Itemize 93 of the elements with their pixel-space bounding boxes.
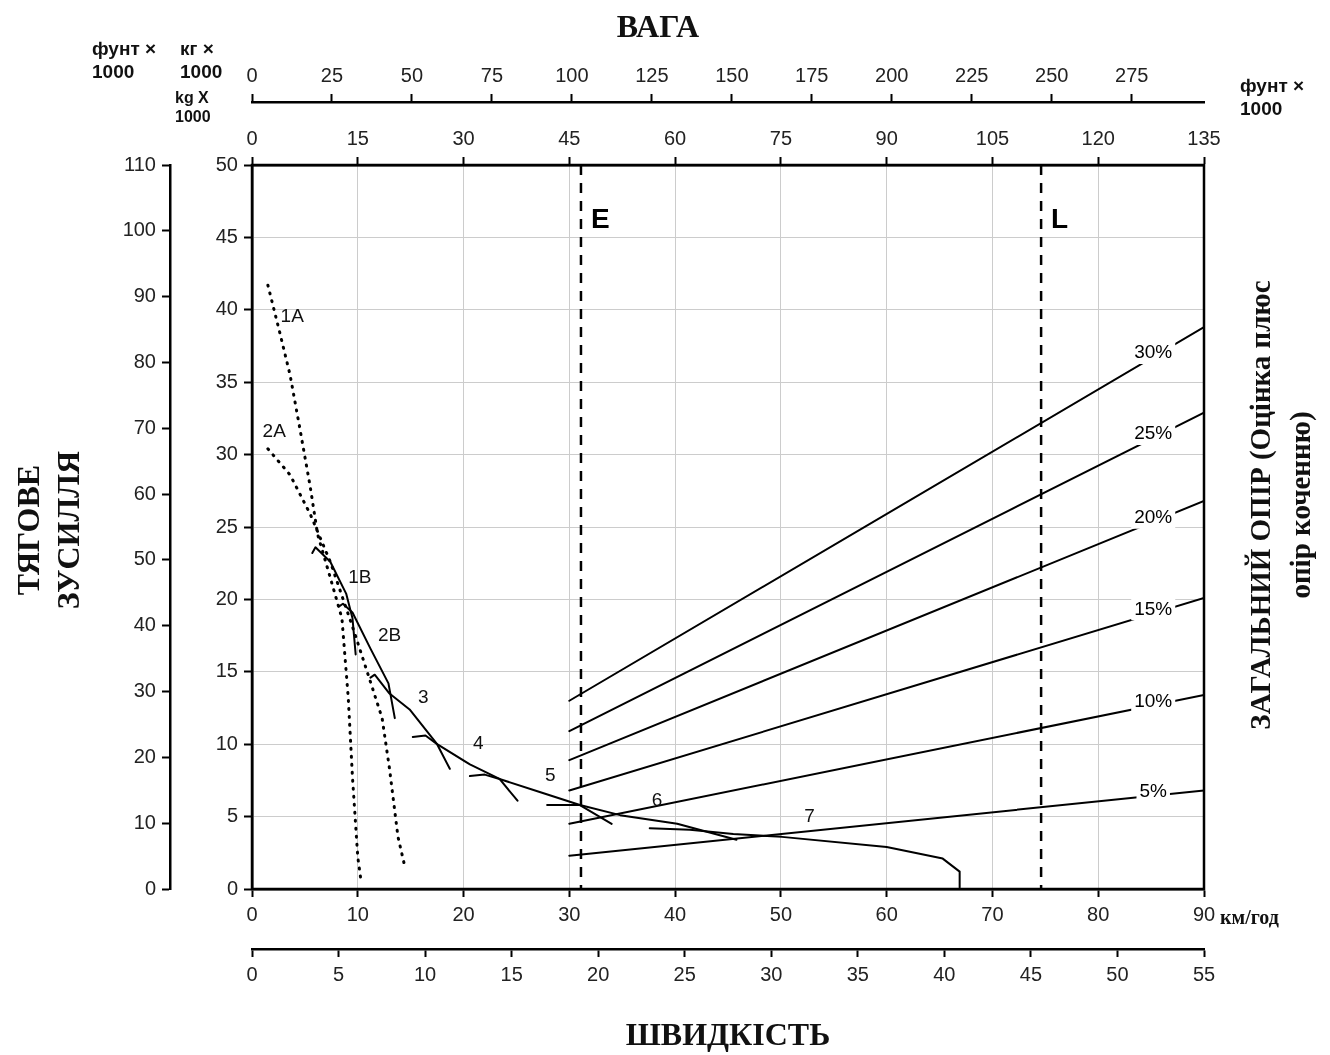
y-tick-label: 30 [215, 442, 238, 465]
text: 10 [413, 962, 437, 985]
x-tick-label: 50 [769, 902, 793, 925]
text: 30 [452, 126, 475, 149]
series-label: 15% [1134, 597, 1173, 619]
x-tick-label: 40 [663, 902, 687, 925]
x2-tick-label: 50 [400, 63, 424, 86]
y-tick-label: 5 [226, 804, 238, 827]
text: 30 [760, 962, 783, 985]
x2-tick-label: 25 [320, 63, 344, 86]
y-tick-label: 15 [215, 659, 238, 682]
x-tick-label: 80 [1087, 902, 1110, 925]
x2-tick-label: 150 [715, 63, 749, 86]
ref-line-label: E [590, 202, 610, 234]
annotation: 2A [262, 419, 287, 441]
y3-tick-label: 110 [124, 152, 156, 175]
text: фунт × 1000 [1240, 75, 1306, 121]
y3-tick-label: 40 [133, 613, 156, 636]
text: 55 [1192, 962, 1216, 985]
y-tick-label: 10 [215, 731, 238, 754]
y-tick-label: 25 [215, 514, 238, 537]
text: 50 [1106, 962, 1129, 985]
x-tick-label: 60 [875, 902, 898, 925]
x2-tick-label: 175 [795, 63, 829, 86]
annotation: 3 [418, 686, 429, 708]
text: 15 [500, 962, 523, 985]
y3-tick-label: 70 [133, 415, 156, 438]
y3-tick-label: 90 [133, 284, 156, 307]
text: 15 [346, 126, 369, 149]
y-tick-label: 45 [215, 224, 238, 247]
x2-tick-label: 125 [635, 63, 669, 86]
text: 40 [933, 962, 956, 985]
annotation: 1A [280, 305, 305, 327]
annotation: 1B [348, 565, 372, 587]
x2-tick-label: 75 [480, 63, 504, 86]
x2-tick-label: 225 [955, 63, 989, 86]
text: 35 [846, 962, 869, 985]
x-tick-label: 30 [558, 902, 581, 925]
y3-tick-label: 20 [133, 744, 156, 767]
annotation: 6 [651, 788, 663, 810]
text: 90 [875, 126, 898, 149]
ref-line-label: L [1051, 202, 1069, 234]
series-label: 5% [1139, 779, 1168, 801]
series-label: 25% [1134, 422, 1173, 444]
y2-axis-title: ЗАГАЛЬНИЙ ОПІР (Оцінка плюс опір коченню) [1243, 279, 1317, 732]
x2-tick-label: 275 [1115, 63, 1149, 86]
y-axis-title: ТЯГОВЕ ЗУСИЛЛЯ [9, 449, 87, 612]
text: 105 [975, 126, 1010, 149]
y-tick-label: 35 [215, 369, 238, 392]
text: 0 [246, 962, 258, 985]
x-tick-label: 70 [981, 902, 1004, 925]
x2-tick-label: 100 [555, 63, 589, 86]
y3-tick-label: 10 [133, 810, 156, 833]
y-tick-label: 40 [215, 297, 238, 320]
y3-tick-label: 50 [133, 547, 156, 570]
series-label: 20% [1134, 505, 1173, 527]
x2-tick-label: 250 [1035, 63, 1069, 86]
x-tick-label: 10 [346, 902, 369, 925]
text: 75 [769, 126, 793, 149]
series-label: 30% [1134, 341, 1173, 363]
y3-tick-label: 0 [144, 876, 156, 899]
annotation: 7 [804, 804, 815, 826]
text: 25 [673, 962, 696, 985]
text: 5 [332, 962, 345, 985]
text: 20 [587, 962, 610, 985]
y-tick-label: 0 [226, 876, 238, 899]
x2-axis-title: ВАГА [615, 8, 701, 45]
text: 135 [1187, 126, 1221, 149]
y3-tick-label: 30 [133, 679, 156, 702]
y3-tick-label: 80 [133, 349, 156, 372]
text: км/год [1220, 905, 1280, 929]
x-tick-label: 0 [246, 902, 258, 925]
x-tick-label: 20 [452, 902, 475, 925]
annotation: 4 [473, 732, 485, 754]
x-axis-title: ШВИДКІСТЬ [624, 1016, 832, 1053]
x-tick-label: 90 [1192, 902, 1216, 925]
y-tick-label: 50 [215, 152, 238, 175]
text: kg X 1000 [175, 88, 212, 127]
annotation: 5 [545, 764, 556, 786]
text: 45 [1019, 962, 1043, 985]
series-label: 10% [1134, 689, 1173, 711]
x2-tick-label: 200 [875, 63, 909, 86]
y3-tick-label: 100 [122, 218, 156, 241]
text: 120 [1081, 126, 1115, 149]
y3-tick-label: 60 [133, 481, 156, 504]
text: 0 [246, 126, 258, 149]
x2-tick-label: 0 [246, 63, 258, 86]
y-tick-label: 20 [215, 586, 238, 609]
text: фунт × 1000 [92, 38, 158, 84]
annotation: 2B [377, 623, 402, 645]
text: 60 [663, 126, 687, 149]
text: 45 [558, 126, 581, 149]
text: кг × 1000 [180, 38, 224, 84]
